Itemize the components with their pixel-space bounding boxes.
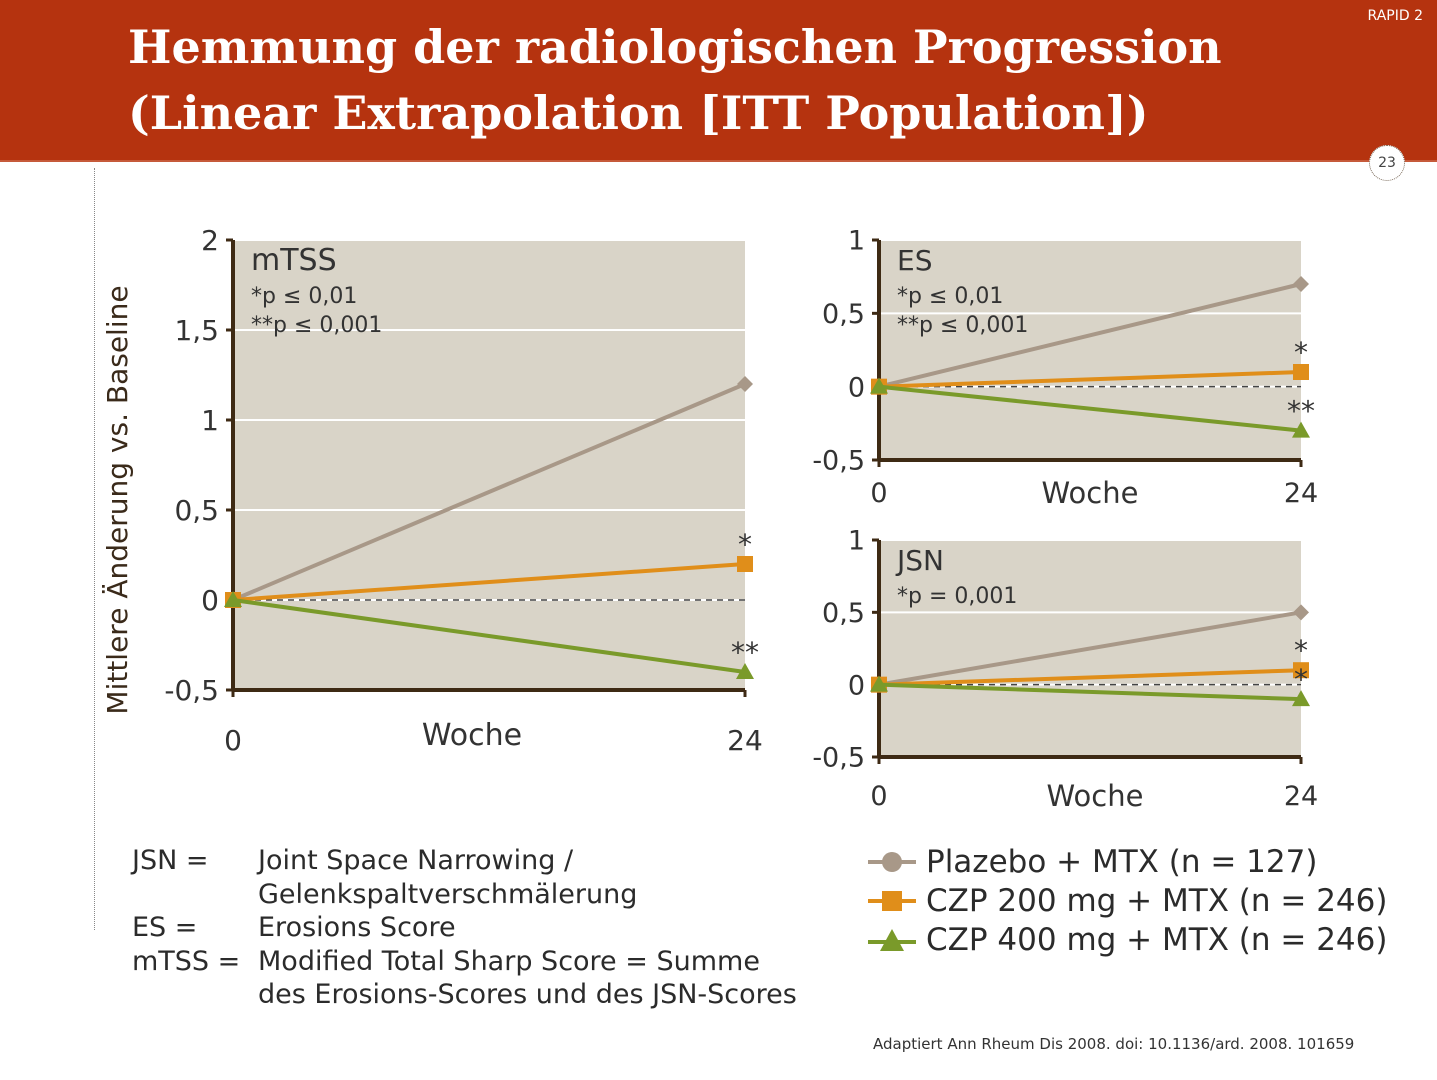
data-point (1293, 604, 1309, 621)
significance-note: **p ≤ 0,001 (251, 313, 382, 338)
abbreviation-definition: Modified Total Sharp Score = Summe (258, 945, 760, 977)
x-tick-label: 24 (1284, 478, 1318, 509)
abbreviation-term: mTSS = (132, 945, 241, 977)
x-tick-label: 0 (870, 781, 887, 812)
y-axis-label: Mittlere Änderung vs. Baseline (101, 285, 134, 714)
legend-square-icon (868, 891, 916, 911)
abbreviation-definition: des Erosions-Scores und des JSN-Scores (258, 979, 797, 1010)
title-banner: Hemmung der radiologischen Progression (… (0, 0, 1437, 162)
x-axis-title: Woche (1047, 779, 1144, 813)
data-point (870, 377, 888, 394)
chart-title: ES (897, 244, 932, 277)
significance-note: *p = 0,001 (897, 584, 1017, 609)
series-line (878, 682, 1302, 702)
plot-area (233, 240, 745, 690)
series-line (878, 282, 1302, 389)
data-point (1293, 662, 1309, 679)
y-tick-label: 0 (848, 372, 865, 403)
series-line (878, 384, 1302, 433)
data-point (870, 675, 888, 692)
y-tick-label: 1 (848, 226, 865, 257)
y-tick-label: 2 (201, 224, 219, 257)
y-tick-label: 1,5 (174, 314, 219, 347)
data-point (1293, 364, 1309, 380)
significance-marker: ** (731, 636, 759, 669)
series-line (878, 610, 1302, 687)
x-axis-title: Woche (422, 718, 522, 753)
abbreviation-definition: Joint Space Narrowing / (258, 845, 574, 876)
y-tick-label: 0 (201, 584, 219, 617)
plot-area (879, 240, 1301, 460)
data-point (736, 663, 754, 679)
page-number-badge: 23 (1369, 145, 1405, 181)
series-line (878, 370, 1302, 389)
significance-marker: ** (1287, 395, 1315, 428)
y-tick-label: -0,5 (812, 446, 865, 477)
abbreviation-definition: Gelenkspaltverschmälerung (258, 878, 638, 910)
y-tick-label: 1 (201, 404, 219, 437)
series-line (232, 598, 746, 674)
data-point (1292, 690, 1310, 707)
significance-note: **p ≤ 0,001 (897, 313, 1028, 338)
series-line (878, 668, 1302, 687)
abbreviation-term: JSN = (132, 845, 209, 876)
y-tick-label: -0,5 (812, 743, 865, 774)
data-point (224, 591, 242, 607)
chart-title: JSN (895, 544, 944, 577)
chart-title: mTSS (251, 243, 337, 278)
legend-circle-icon (868, 852, 916, 872)
series-line (232, 382, 746, 602)
significance-marker: * (1294, 663, 1308, 696)
legend-label: CZP 200 mg + MTX (n = 246) (926, 883, 1388, 919)
study-tag: RAPID 2 (1367, 8, 1423, 24)
data-point (737, 376, 753, 392)
source-citation: Adaptiert Ann Rheum Dis 2008. doi: 10.11… (873, 1035, 1355, 1053)
abbreviation-definition: Erosions Score (258, 912, 456, 943)
data-point (1293, 276, 1309, 292)
y-tick-label: 0,5 (822, 299, 865, 330)
x-tick-label: 0 (224, 724, 242, 757)
significance-marker: * (1294, 634, 1308, 667)
x-tick-label: 24 (727, 724, 763, 757)
slide-title: Hemmung der radiologischen Progression (… (128, 20, 1222, 140)
abbreviation-term: ES = (132, 912, 198, 943)
divider-line (94, 168, 95, 930)
y-tick-label: 0,5 (822, 598, 865, 629)
x-tick-label: 24 (1284, 781, 1318, 812)
significance-note: *p ≤ 0,01 (251, 284, 357, 309)
y-tick-label: 1 (848, 526, 865, 557)
x-tick-label: 0 (870, 478, 887, 509)
significance-note: *p ≤ 0,01 (897, 284, 1003, 309)
y-tick-label: 0,5 (174, 494, 219, 527)
series-line (232, 562, 746, 602)
legend-label: Plazebo + MTX (n = 127) (926, 844, 1318, 880)
y-tick-label: 0 (848, 670, 865, 701)
data-point (1292, 421, 1310, 438)
legend-label: CZP 400 mg + MTX (n = 246) (926, 922, 1388, 958)
data-point (737, 556, 753, 572)
legend-triangle-icon (868, 929, 916, 951)
y-tick-label: -0,5 (164, 674, 219, 707)
significance-marker: * (738, 528, 752, 561)
significance-marker: * (1294, 336, 1308, 369)
x-axis-title: Woche (1042, 476, 1139, 510)
